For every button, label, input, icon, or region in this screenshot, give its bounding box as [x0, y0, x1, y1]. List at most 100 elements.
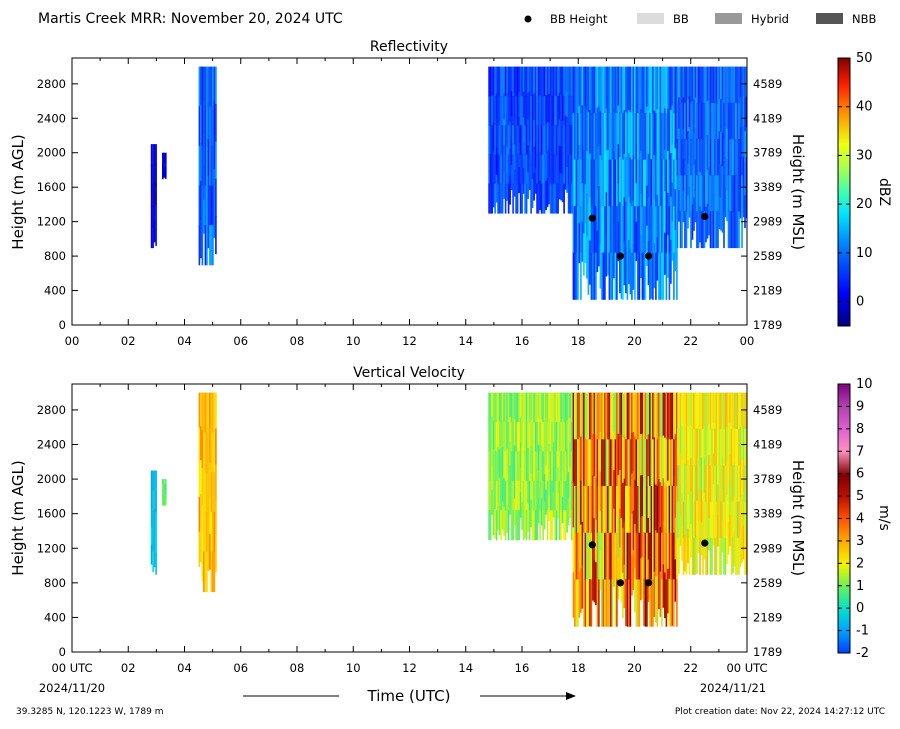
echo-column-cell	[204, 551, 207, 593]
echo-column-cell	[681, 139, 683, 176]
echo-column-cell	[515, 95, 517, 126]
echo-column-cell	[650, 66, 653, 114]
echo-column-cell	[634, 113, 636, 161]
echo-column-cell	[507, 392, 510, 423]
echo-column-cell	[595, 477, 597, 521]
echo-column-cell	[732, 464, 734, 502]
echo-column-cell	[622, 159, 624, 207]
echo-column-cell	[213, 203, 216, 238]
echo-column-cell	[162, 163, 164, 169]
echo-column-cell	[201, 225, 204, 266]
echo-column-cell	[684, 463, 686, 501]
echo-column-cell	[537, 95, 540, 126]
echo-column-cell	[694, 429, 697, 466]
echo-column-cell	[548, 148, 550, 177]
echo-column-cell	[733, 462, 736, 498]
echo-column-cell	[560, 392, 562, 423]
echo-column-cell	[730, 465, 733, 503]
echo-column-cell	[528, 164, 531, 190]
echo-column-cell	[210, 392, 213, 433]
echo-column-cell	[581, 478, 584, 523]
echo-column-cell	[543, 474, 546, 502]
echo-column-cell	[488, 510, 490, 541]
echo-column-cell	[207, 463, 210, 500]
echo-column-cell	[613, 108, 615, 152]
echo-column-cell	[616, 439, 618, 487]
echo-column-cell	[676, 252, 678, 300]
echo-column-cell	[552, 392, 555, 419]
echo-column-cell	[712, 484, 715, 516]
echo-column-cell	[738, 537, 740, 575]
echo-column-cell	[213, 472, 216, 513]
echo-column-cell	[530, 472, 532, 501]
echo-column-cell	[605, 579, 608, 627]
header-legend: BB Height BB Hybrid NBB	[524, 12, 876, 26]
echo-column-cell	[668, 439, 671, 487]
echo-column-cell	[732, 392, 734, 430]
echo-column-cell	[693, 164, 695, 199]
echo-column-cell	[150, 526, 153, 546]
reflectivity-panel: Reflectivity 040080012001600200024002800…	[9, 39, 892, 348]
echo-column-cell	[709, 66, 712, 104]
echo-column-cell	[694, 190, 697, 223]
echo-column-cell	[629, 66, 632, 113]
echo-column-cell	[518, 392, 520, 423]
echo-column-cell	[718, 501, 721, 539]
echo-column-cell	[688, 66, 691, 98]
echo-column-cell	[593, 252, 596, 300]
echo-column-cell	[688, 501, 691, 539]
echo-column-cell	[569, 154, 571, 185]
echo-column-cell	[515, 66, 517, 97]
echo-column-cell	[705, 171, 707, 208]
echo-column-cell	[596, 107, 599, 150]
echo-column-cell	[545, 152, 547, 182]
echo-column-cell	[613, 66, 615, 110]
echo-column-cell	[674, 66, 677, 108]
echo-column-cell	[629, 579, 632, 627]
echo-column-cell	[515, 451, 517, 482]
echo-column-cell	[539, 451, 541, 482]
echo-column-cell	[664, 108, 666, 151]
echo-column-cell	[688, 186, 691, 218]
echo-column-cell	[696, 537, 698, 574]
echo-column-cell	[661, 392, 663, 440]
echo-column-cell	[625, 157, 627, 203]
colorbar-tick-label: 7	[856, 444, 864, 459]
colorbar-tick-label: 9	[856, 399, 864, 414]
echo-column-cell	[620, 434, 623, 477]
echo-column-cell	[673, 159, 675, 207]
echo-column-cell	[641, 66, 644, 114]
echo-column-cell	[625, 111, 627, 158]
echo-column-cell	[650, 251, 653, 299]
echo-column-cell	[546, 422, 549, 452]
echo-column-cell	[566, 167, 568, 193]
echo-column-cell	[656, 532, 659, 580]
echo-column-cell	[696, 102, 698, 140]
y-right-tick-label: 4589	[753, 403, 782, 417]
echo-column-cell	[708, 424, 710, 456]
echo-column-cell	[684, 392, 686, 429]
echo-column-cell	[652, 66, 654, 114]
echo-column-cell	[684, 428, 686, 465]
echo-column-cell	[548, 443, 550, 470]
bb-height-marker	[645, 252, 653, 260]
echo-column-cell	[659, 252, 662, 300]
echo-column-cell	[163, 172, 166, 178]
echo-column-cell	[522, 66, 525, 93]
echo-column-cell	[563, 183, 565, 214]
echo-column-cell	[153, 163, 156, 184]
echo-column-cell	[488, 154, 490, 185]
echo-column-cell	[733, 427, 736, 463]
echo-column-cell	[492, 122, 495, 152]
echo-column-cell	[533, 173, 535, 201]
echo-column-cell	[527, 66, 529, 94]
echo-column-cell	[671, 144, 674, 184]
echo-column-cell	[537, 154, 540, 185]
echo-column-cell	[684, 175, 686, 212]
echo-column-cell	[631, 252, 633, 300]
echo-column-cell	[741, 426, 743, 462]
legend-bb-height-dot	[524, 15, 532, 23]
echo-column-cell	[662, 252, 665, 300]
echo-column-cell	[580, 113, 582, 161]
echo-column-cell	[703, 426, 706, 460]
